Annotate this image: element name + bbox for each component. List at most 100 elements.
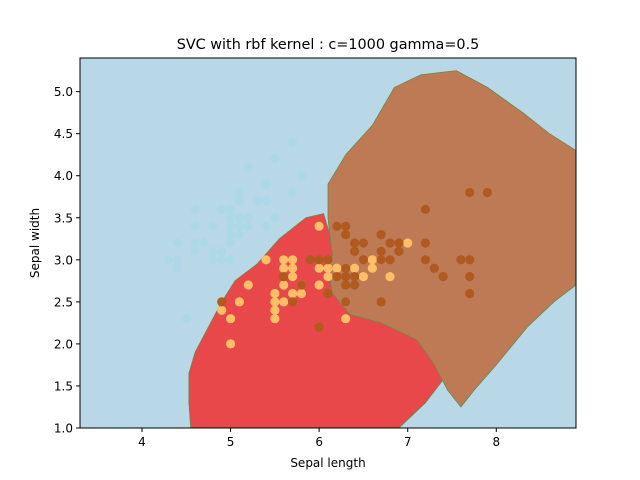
data-point [279, 255, 289, 265]
data-point [341, 297, 351, 307]
data-point [358, 255, 368, 265]
data-point [465, 187, 475, 198]
data-point [376, 246, 386, 256]
data-point [367, 255, 377, 265]
data-point [226, 204, 236, 214]
plot-area [79, 57, 577, 429]
x-tick-label: 6 [315, 435, 323, 449]
data-point [172, 238, 182, 248]
data-point [261, 196, 271, 206]
data-point [288, 288, 298, 299]
data-point [420, 238, 430, 248]
data-point [350, 263, 360, 273]
data-point [465, 272, 475, 282]
region-virginica [327, 70, 576, 408]
data-point [456, 255, 466, 265]
data-point [243, 221, 253, 231]
y-tick-label: 4.5 [54, 127, 73, 141]
data-point [420, 204, 430, 214]
data-point [217, 246, 227, 256]
data-point [208, 255, 218, 265]
data-point [438, 272, 448, 282]
data-point [323, 288, 333, 299]
y-tick-label: 5.0 [54, 85, 73, 99]
data-point [376, 230, 386, 240]
data-point [341, 272, 351, 282]
data-point [261, 221, 271, 231]
data-point [314, 255, 324, 265]
data-point [270, 314, 280, 324]
data-point [279, 297, 289, 307]
x-tick-label: 7 [404, 435, 412, 449]
data-point [234, 213, 244, 223]
data-point [376, 255, 386, 265]
data-point [323, 255, 333, 265]
data-point [270, 154, 280, 164]
data-point [226, 238, 236, 248]
data-point [217, 305, 227, 315]
data-point [243, 280, 253, 290]
data-point [261, 179, 271, 189]
data-point [465, 288, 475, 299]
data-point [226, 221, 236, 231]
data-point [420, 255, 430, 265]
y-tick-label: 1.0 [54, 422, 73, 436]
data-point [332, 263, 342, 273]
data-point [323, 263, 333, 273]
y-axis-title: Sepal width [28, 208, 42, 278]
data-point [358, 238, 368, 248]
y-axis: 1.0 1.5 2.0 2.5 3.0 3.5 4.0 4.5 5.0 [54, 85, 80, 436]
data-point [305, 255, 315, 265]
data-point [341, 280, 351, 290]
data-point [270, 288, 280, 299]
data-point [332, 272, 342, 282]
data-point [217, 255, 227, 265]
data-point [199, 238, 209, 248]
data-point [234, 297, 244, 307]
data-point [341, 230, 351, 240]
data-point [234, 221, 244, 231]
data-point [385, 255, 395, 265]
data-point [208, 221, 218, 231]
plot-frame [79, 57, 577, 429]
data-point [172, 255, 182, 265]
data-point [164, 255, 174, 265]
data-point [323, 272, 333, 282]
data-point [288, 255, 298, 265]
data-point [288, 263, 298, 273]
data-point [350, 280, 360, 290]
data-point [234, 196, 244, 206]
data-point [217, 297, 227, 307]
data-point [234, 187, 244, 198]
data-point [296, 280, 306, 290]
data-point [252, 196, 262, 206]
data-point [314, 280, 324, 290]
data-point [279, 280, 289, 290]
data-point [226, 255, 236, 265]
data-point [270, 305, 280, 315]
data-point [279, 272, 289, 282]
x-tick-label: 4 [138, 435, 146, 449]
data-point [332, 221, 342, 231]
data-point [181, 314, 191, 324]
y-tick-label: 2.0 [54, 337, 73, 351]
data-point [296, 288, 306, 299]
y-tick-label: 4.0 [54, 169, 73, 183]
data-point [358, 272, 368, 282]
data-point [288, 137, 298, 147]
data-point [341, 221, 351, 231]
data-point [261, 255, 271, 265]
data-point [226, 213, 236, 223]
y-tick-label: 2.5 [54, 295, 73, 309]
y-tick-label: 3.5 [54, 211, 73, 225]
data-point [341, 263, 351, 273]
data-point [350, 238, 360, 248]
data-point [385, 272, 395, 282]
data-point [226, 339, 236, 349]
data-point [429, 263, 439, 273]
x-tick-label: 8 [492, 435, 500, 449]
data-point [190, 238, 200, 248]
data-point [394, 246, 404, 256]
data-point [243, 162, 253, 172]
data-point [243, 213, 253, 223]
